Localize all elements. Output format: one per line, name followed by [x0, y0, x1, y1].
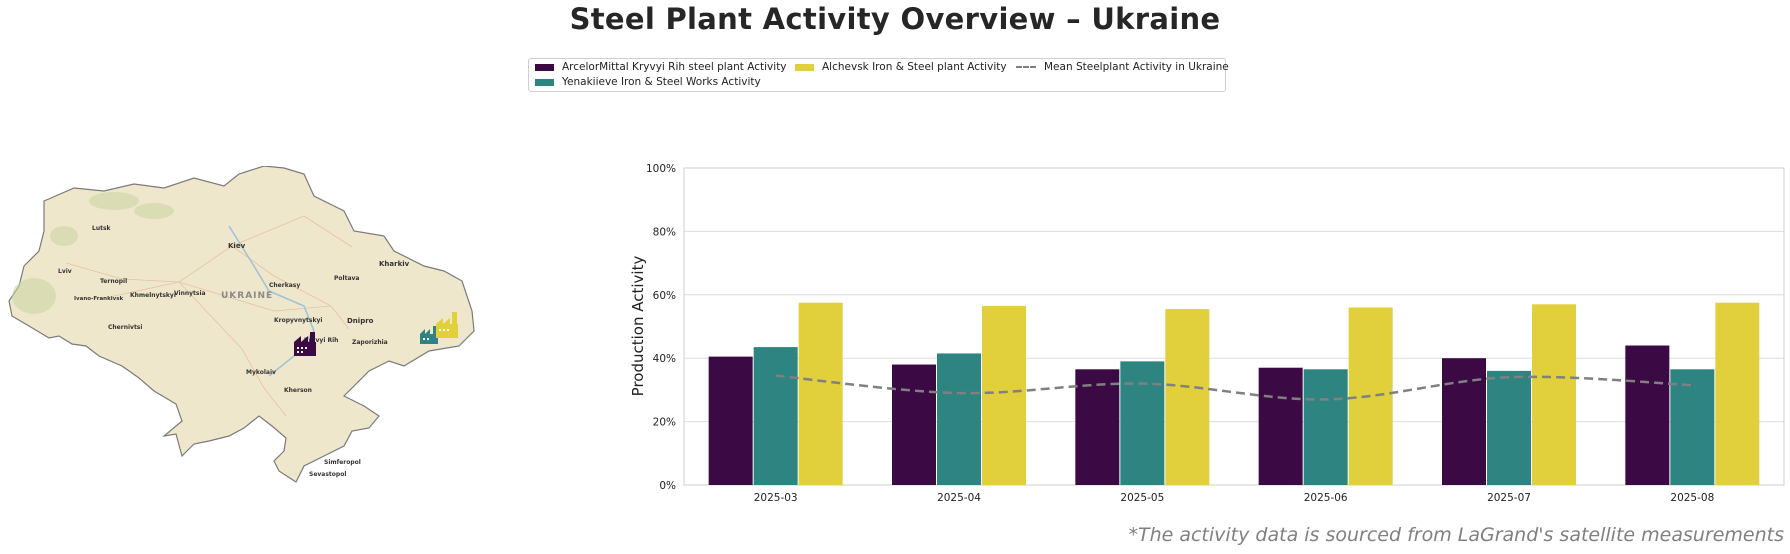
- city-label: Khmelnytskyi: [130, 292, 176, 299]
- legend-label-alchevsk: Alchevsk Iron & Steel plant Activity: [822, 61, 1007, 73]
- city-label: Kiev: [228, 242, 246, 250]
- bar: [753, 347, 798, 485]
- city-label: Sevastopol: [309, 471, 346, 478]
- city-label: Kryvyi Rih: [304, 337, 338, 344]
- bar: [1532, 304, 1576, 485]
- legend-swatch-yenakiieve: [535, 78, 554, 86]
- city-label: Dnipro: [347, 317, 374, 325]
- city-label: Simferopol: [324, 459, 361, 466]
- city-label: Ternopil: [100, 278, 127, 285]
- legend-item-alchevsk: Alchevsk Iron & Steel plant Activity: [795, 61, 1007, 73]
- legend-label-yenakiieve: Yenakiieve Iron & Steel Works Activity: [562, 76, 761, 88]
- bar: [1258, 367, 1303, 485]
- y-axis-label: Production Activity: [629, 256, 647, 397]
- bar: [1670, 369, 1715, 485]
- y-tick-label: 0%: [659, 480, 676, 492]
- city-label: Kharkiv: [379, 260, 410, 268]
- city-label: Lutsk: [92, 225, 112, 232]
- city-label: Lviv: [58, 268, 72, 275]
- x-axis-ticks: 2025-03 2025-04 2025-05 2025-06 2025-07 2025-…: [754, 492, 1715, 504]
- x-tick-label: 2025-04: [937, 492, 981, 504]
- x-tick-label: 2025-07: [1487, 492, 1531, 504]
- map-country-label: UKRAINE: [221, 291, 273, 301]
- bar: [1442, 358, 1486, 485]
- legend-label-arcelormittal: ArcelorMittal Kryvyi Rih steel plant Act…: [562, 61, 787, 73]
- mean-activity-line: [775, 374, 1693, 401]
- y-tick-label: 100%: [646, 163, 676, 175]
- bar: [798, 302, 843, 485]
- city-label: Zaporizhia: [352, 339, 388, 346]
- bar: [1715, 302, 1760, 485]
- bar-series: [708, 302, 1760, 485]
- bar: [892, 364, 936, 485]
- city-label: Kropyvnytskyi: [274, 317, 322, 324]
- x-tick-label: 2025-08: [1670, 492, 1714, 504]
- map-city-labels: Lutsk Kiev Kharkiv Lviv Ternopil Khmelny…: [58, 225, 410, 478]
- ukraine-map: Lutsk Kiev Kharkiv Lviv Ternopil Khmelny…: [4, 165, 484, 486]
- city-label: Poltava: [334, 275, 359, 282]
- bar: [982, 305, 1026, 485]
- map-roads: [65, 215, 353, 417]
- y-tick-label: 20%: [653, 417, 676, 429]
- bar: [1120, 361, 1165, 485]
- source-footnote: *The activity data is sourced from LaGra…: [1128, 524, 1784, 546]
- map-terrain: [12, 192, 174, 314]
- ukraine-outline: [8, 165, 475, 483]
- bar: [1075, 369, 1120, 485]
- bar: [937, 353, 981, 485]
- bar: [1303, 369, 1348, 485]
- page-title: Steel Plant Activity Overview – Ukraine: [569, 2, 1221, 36]
- x-tick-label: 2025-05: [1120, 492, 1164, 504]
- bar: [708, 356, 753, 485]
- y-tick-label: 40%: [653, 353, 676, 365]
- factory-icon: [420, 326, 438, 344]
- ukraine-map-svg: Lutsk Kiev Kharkiv Lviv Ternopil Khmelny…: [8, 165, 475, 483]
- y-axis-ticks: 0% 20% 40% 60% 80% 100%: [646, 163, 676, 492]
- chart-legend: ArcelorMittal Kryvyi Rih steel plant Act…: [528, 58, 1229, 92]
- y-tick-label: 60%: [653, 290, 676, 302]
- plot-frame: [683, 167, 1785, 486]
- city-label: Ivano-Frankivsk: [74, 296, 123, 302]
- y-tick-label: 80%: [653, 226, 676, 238]
- x-tick-label: 2025-03: [754, 492, 798, 504]
- bar: [1487, 370, 1531, 485]
- legend-swatch-arcelormittal: [535, 63, 554, 71]
- factory-icon: [436, 312, 458, 338]
- x-tick-label: 2025-06: [1304, 492, 1348, 504]
- legend-swatch-mean: [1016, 66, 1036, 68]
- factory-icon: [294, 332, 316, 356]
- legend-swatch-alchevsk: [795, 63, 814, 71]
- city-label: Mykolaiv: [246, 369, 276, 376]
- legend-label-mean: Mean Steelplant Activity in Ukraine: [1044, 61, 1229, 73]
- bar: [1625, 345, 1670, 485]
- city-label: Kherson: [284, 387, 312, 394]
- bar: [1165, 309, 1210, 485]
- city-label: Cherkasy: [269, 282, 300, 289]
- legend-item-arcelormittal: ArcelorMittal Kryvyi Rih steel plant Act…: [535, 61, 787, 73]
- city-label: Vinnytsia: [174, 290, 206, 297]
- bar: [1348, 307, 1393, 485]
- legend-item-yenakiieve: Yenakiieve Iron & Steel Works Activity: [535, 76, 761, 88]
- city-label: Chernivtsi: [108, 324, 142, 331]
- legend-item-mean: Mean Steelplant Activity in Ukraine: [1016, 61, 1229, 73]
- chart-gridlines: [684, 167, 1784, 486]
